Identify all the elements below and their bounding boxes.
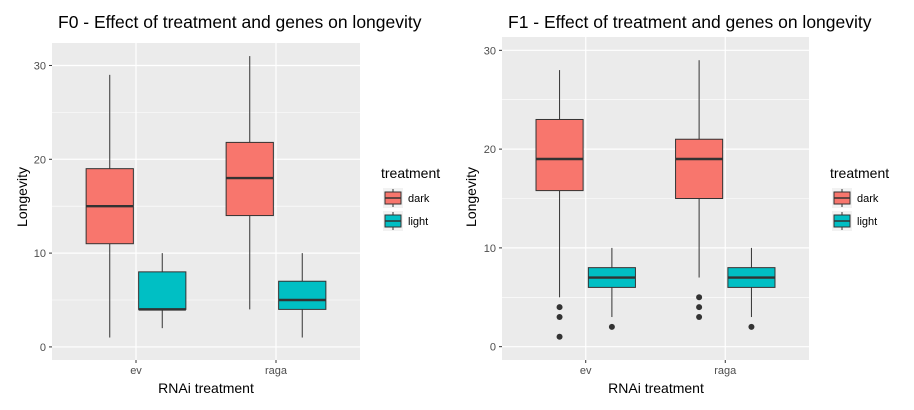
- legend-label-dark: dark: [857, 193, 879, 205]
- y-tick-label: 30: [34, 60, 46, 72]
- x-tick-label: raga: [714, 365, 737, 377]
- chart-title: F1 - Effect of treatment and genes on lo…: [508, 12, 872, 32]
- legend: treatment dark light: [830, 165, 889, 231]
- outlier-point: [696, 314, 703, 321]
- x-tick-label: raga: [265, 365, 288, 377]
- outlier-point: [556, 333, 563, 340]
- y-tick-label: 10: [34, 248, 46, 260]
- x-tick-label: ev: [130, 365, 142, 377]
- y-tick-label: 20: [484, 144, 496, 156]
- x-axis-title: RNAi treatment: [608, 380, 704, 396]
- legend-label-light: light: [408, 216, 428, 228]
- outlier-point: [696, 294, 703, 301]
- y-axis-title: Longevity: [463, 167, 479, 227]
- legend-title: treatment: [381, 165, 440, 181]
- box-light-raga: [278, 280, 327, 310]
- chart-title: F0 - Effect of treatment and genes on lo…: [58, 12, 422, 32]
- chart-panel-0: 0 10 20 30 ev raga F0 - Effect of treatment an…: [14, 12, 440, 396]
- y-axis-title: Longevity: [14, 167, 30, 227]
- box-dark-raga: [675, 138, 724, 200]
- legend: treatment dark light: [381, 165, 440, 231]
- x-axis-title: RNAi treatment: [158, 380, 254, 396]
- outlier-point: [748, 323, 755, 330]
- box-dark-ev: [535, 118, 584, 192]
- chart-panel-1: 0 10 20 30 ev raga F1 - Effect of treatment an…: [463, 12, 889, 396]
- legend-title: treatment: [830, 165, 889, 181]
- legend-label-light: light: [857, 216, 877, 228]
- legend-label-dark: dark: [408, 193, 430, 205]
- y-tick-label: 0: [40, 342, 46, 354]
- outlier-point: [556, 314, 563, 321]
- box-light-ev: [138, 271, 187, 310]
- y-tick-label: 10: [484, 243, 496, 255]
- x-tick-label: ev: [580, 365, 592, 377]
- outlier-point: [696, 304, 703, 311]
- y-tick-label: 30: [484, 45, 496, 57]
- outlier-point: [556, 304, 563, 311]
- y-tick-label: 20: [34, 154, 46, 166]
- y-tick-label: 0: [490, 342, 496, 354]
- outlier-point: [608, 323, 615, 330]
